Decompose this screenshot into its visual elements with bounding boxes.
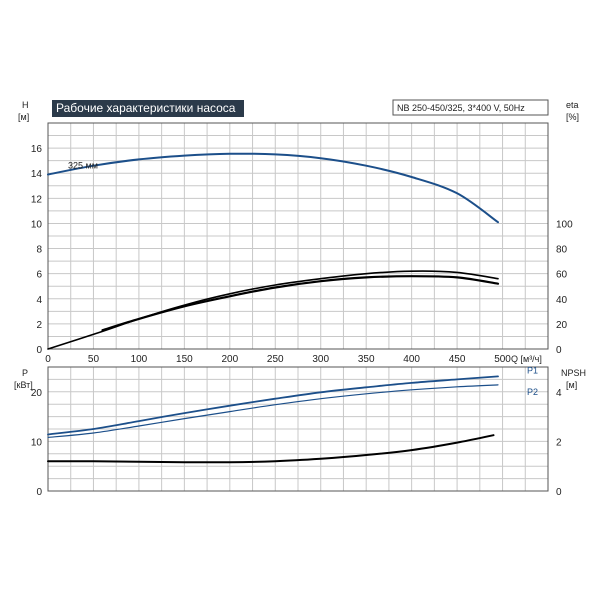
q-tick-label: 150 bbox=[176, 354, 193, 365]
h-tick-label: 10 bbox=[31, 219, 43, 230]
eta-tick-label: 40 bbox=[556, 295, 568, 306]
p-tick-label: 0 bbox=[36, 487, 42, 498]
q-axis-title: Q [м³/ч] bbox=[511, 354, 542, 364]
eta-axis-unit: [%] bbox=[566, 112, 579, 122]
q-tick-label: 50 bbox=[88, 354, 100, 365]
chart-title-box bbox=[52, 100, 244, 117]
p-axis-title: P bbox=[22, 368, 28, 378]
h-tick-label: 8 bbox=[36, 245, 42, 256]
h-axis-title: H bbox=[22, 100, 29, 110]
eta-tick-label: 60 bbox=[556, 270, 568, 281]
npsh-tick-label: 0 bbox=[556, 487, 562, 498]
h-tick-label: 12 bbox=[31, 194, 43, 205]
h-tick-label: 14 bbox=[31, 169, 43, 180]
tick-labels-layer: 0 50 100 150 200 250 300 350 400 450 5000246810121… bbox=[31, 144, 573, 498]
h-curve-label: 325 мм bbox=[68, 161, 98, 171]
npsh-axis-unit: [м] bbox=[566, 380, 577, 390]
h-tick-label: 0 bbox=[36, 345, 42, 356]
h-tick-label: 6 bbox=[36, 270, 42, 281]
p-tick-label: 10 bbox=[31, 437, 43, 448]
h-tick-label: 2 bbox=[36, 320, 42, 331]
model-box bbox=[392, 99, 549, 116]
curves-layer bbox=[47, 152, 500, 464]
p2-curve-label: P2 bbox=[527, 387, 538, 397]
model-label: NB 250-450/325, 3*400 V, 50Hz bbox=[397, 103, 525, 113]
p-axis-unit: [кВт] bbox=[14, 380, 33, 390]
npsh-tick-label: 2 bbox=[556, 437, 562, 448]
q-tick-label: 300 bbox=[312, 354, 329, 365]
q-tick-label: 200 bbox=[221, 354, 238, 365]
eta-curve-2 bbox=[101, 275, 500, 332]
q-tick-label: 500 bbox=[494, 354, 511, 365]
npsh-tick-label: 4 bbox=[556, 388, 562, 399]
p1-curve bbox=[47, 375, 499, 436]
q-tick-label: 100 bbox=[131, 354, 148, 365]
eta-curve-1 bbox=[47, 270, 499, 350]
chart-title: Рабочие характеристики насоса bbox=[56, 101, 236, 115]
p2-curve bbox=[47, 384, 499, 438]
h-tick-label: 16 bbox=[31, 144, 43, 155]
q-tick-label: 0 bbox=[45, 354, 51, 365]
q-tick-label: 400 bbox=[403, 354, 420, 365]
eta-axis-title: eta bbox=[566, 100, 579, 110]
q-tick-label: 350 bbox=[358, 354, 375, 365]
eta-tick-label: 80 bbox=[556, 245, 568, 256]
bottom-plot-frame bbox=[47, 366, 549, 492]
npsh-curve bbox=[47, 434, 495, 464]
h-tick-label: 4 bbox=[36, 295, 42, 306]
q-tick-label: 450 bbox=[449, 354, 466, 365]
grid-layer bbox=[47, 122, 549, 492]
eta-tick-label: 0 bbox=[556, 345, 562, 356]
h-axis-unit: [м] bbox=[18, 112, 29, 122]
top-plot-frame bbox=[47, 122, 549, 350]
eta-tick-label: 20 bbox=[556, 320, 568, 331]
h-curve bbox=[47, 152, 499, 224]
p1-curve-label: P1 bbox=[527, 365, 538, 375]
eta-tick-label: 100 bbox=[556, 219, 573, 230]
p-tick-label: 20 bbox=[31, 388, 43, 399]
q-tick-label: 250 bbox=[267, 354, 284, 365]
npsh-axis-title: NPSH bbox=[561, 368, 586, 378]
